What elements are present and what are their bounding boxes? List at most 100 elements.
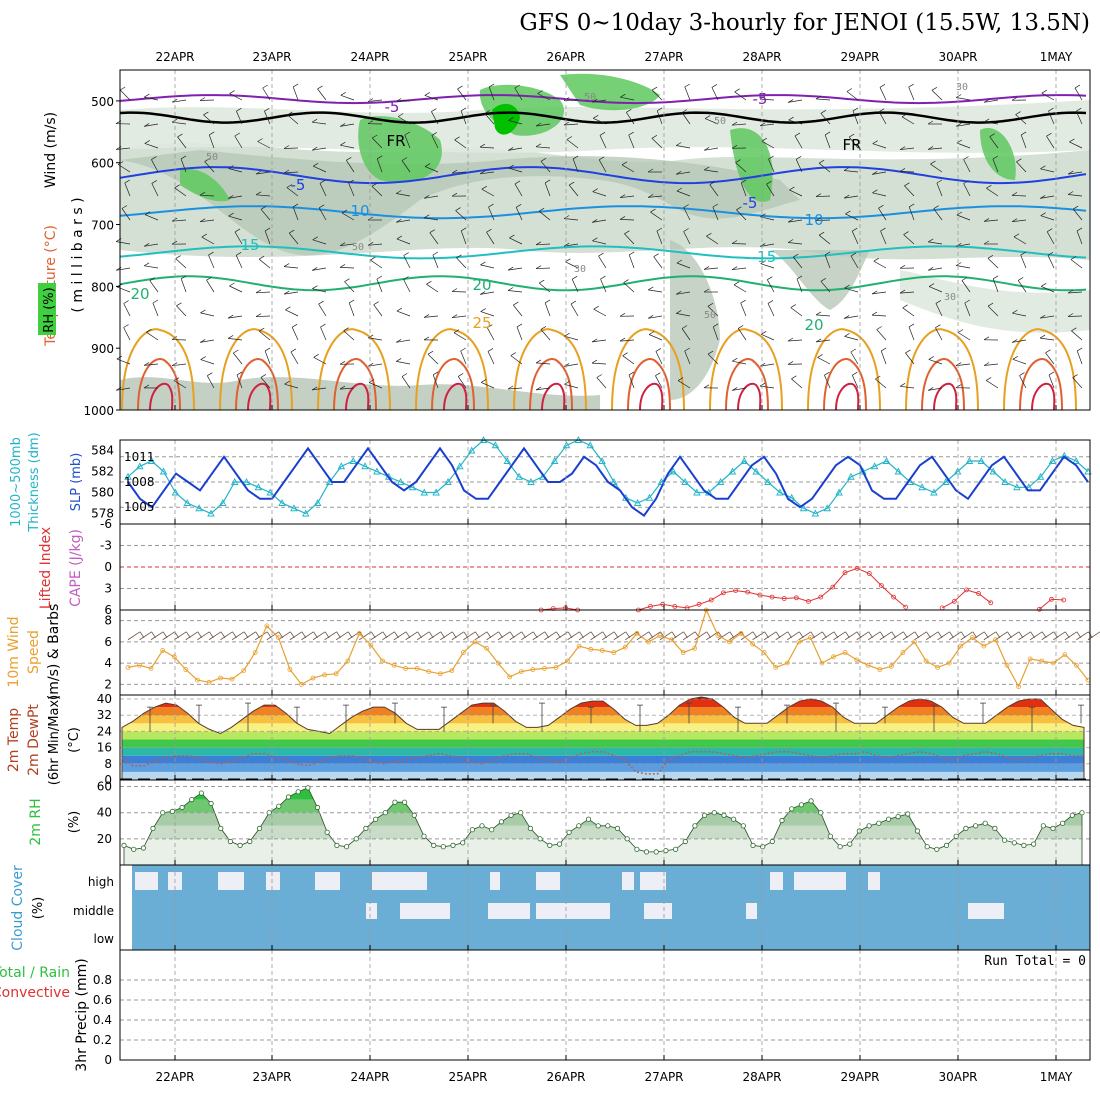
wind-barb-flag <box>899 382 906 387</box>
wind-speed-point <box>1062 652 1068 657</box>
isotherm <box>119 275 1087 292</box>
cloud-high-bar <box>135 872 158 890</box>
wind-barb-flag <box>1047 251 1054 256</box>
wind-barb-flag <box>283 145 290 149</box>
wind-barb <box>480 311 495 317</box>
isotherm-25 <box>611 328 685 411</box>
wind-barb <box>180 278 187 293</box>
wind-barb <box>144 214 159 221</box>
precip-legend-convective: Convective <box>0 985 70 1001</box>
wind-barb <box>760 123 775 127</box>
wind-barb-flag <box>1040 195 1046 199</box>
rh-point <box>498 819 504 825</box>
wind-barb <box>1048 110 1055 125</box>
wind-barb-10m <box>451 631 465 641</box>
wind-barb <box>1020 134 1027 149</box>
wind-barb-flag <box>234 228 241 233</box>
thickness-point <box>776 488 784 496</box>
wind-barb <box>933 208 943 221</box>
wind-barb-flag <box>681 325 688 329</box>
ylabel-precip: 3hr Precip (mm) <box>74 958 90 1071</box>
wind-barb-flag <box>1067 313 1074 317</box>
rh-point <box>527 825 534 832</box>
wind-barb <box>1041 285 1055 293</box>
wind-barb-flag <box>1069 138 1075 143</box>
rh-point <box>266 810 272 816</box>
wind-barb-flag <box>1045 349 1051 354</box>
wind-barb-flag <box>766 180 772 185</box>
wind-barb-10m <box>833 631 846 641</box>
wind-barb-flag <box>619 312 626 317</box>
wind-barb <box>681 112 691 125</box>
wind-barb <box>451 171 467 174</box>
wind-barb-flag <box>647 168 654 173</box>
wind-barb-10m <box>752 631 765 641</box>
wind-speed-point <box>912 639 917 645</box>
wind-barb <box>151 183 159 197</box>
wind-barb <box>144 265 159 269</box>
wind-barb <box>817 357 831 365</box>
wind-barb-flag <box>904 182 910 187</box>
rh-point <box>1050 825 1056 832</box>
wind-barb <box>121 208 131 221</box>
wind-barb <box>963 159 971 173</box>
isotherm-35 <box>149 382 174 411</box>
wind-barb-flag <box>513 301 519 306</box>
wind-barb <box>1012 312 1027 317</box>
wind-barb <box>1013 236 1027 245</box>
wind-barb <box>229 93 243 101</box>
wind-barb-flag <box>794 132 801 137</box>
rh-point <box>924 844 930 850</box>
wind-barb-flag <box>933 205 939 210</box>
wind-barb-flag <box>118 161 124 165</box>
rh-point <box>421 833 427 839</box>
wind-barb <box>486 232 495 245</box>
wind-barb-flag <box>509 234 515 239</box>
wind-barb <box>908 326 915 341</box>
rh-point <box>769 838 775 845</box>
wind-barb-flag <box>899 264 906 269</box>
wind-barb-flag <box>348 179 354 184</box>
rh-point <box>479 823 485 829</box>
wind-barb <box>144 123 159 127</box>
wind-barb <box>873 260 887 269</box>
wind-barb <box>815 98 831 101</box>
wind-barb-flag <box>535 265 542 270</box>
wind-barb <box>709 184 719 197</box>
wind-barb <box>171 339 187 341</box>
wind-barb-flag <box>317 85 323 90</box>
thickness-point <box>764 478 772 485</box>
wind-barb <box>451 291 467 293</box>
wind-barb <box>871 314 887 317</box>
wind-barb-flag <box>908 83 914 88</box>
wind-barb-flag <box>292 323 298 328</box>
wind-barb <box>928 286 943 293</box>
wind-speed-point <box>958 643 964 649</box>
rh-point <box>1060 820 1066 826</box>
wind-barb-flag <box>116 355 123 360</box>
cloud-cover-bg <box>132 865 1090 950</box>
wind-barb-flag <box>203 111 209 116</box>
wind-barb <box>396 238 411 245</box>
rh-point <box>895 813 901 820</box>
wind-speed-point <box>125 665 131 670</box>
wind-barb <box>256 171 271 175</box>
rh-point <box>566 829 572 835</box>
wind-speed-point <box>171 654 177 660</box>
wind-barb <box>844 195 859 199</box>
isotherm-30 <box>529 358 573 411</box>
date-label-bottom: 24APR <box>350 1070 389 1084</box>
wind-barb-flag <box>593 114 599 119</box>
lifted-index-point <box>672 604 678 609</box>
wind-barb <box>930 163 943 173</box>
wind-barb-flag <box>850 252 857 257</box>
wind-barb <box>398 116 411 125</box>
wind-barb <box>1074 87 1083 101</box>
wind-barb-flag <box>124 179 130 184</box>
wind-speed-point <box>345 658 351 664</box>
wind-barb <box>508 290 523 293</box>
thickness-point <box>835 488 843 496</box>
wind-barb <box>457 376 467 389</box>
wind-barb <box>343 330 355 341</box>
chart-title: GFS 0~10day 3-hourly for JENOI (15.5W, 1… <box>519 10 1090 36</box>
